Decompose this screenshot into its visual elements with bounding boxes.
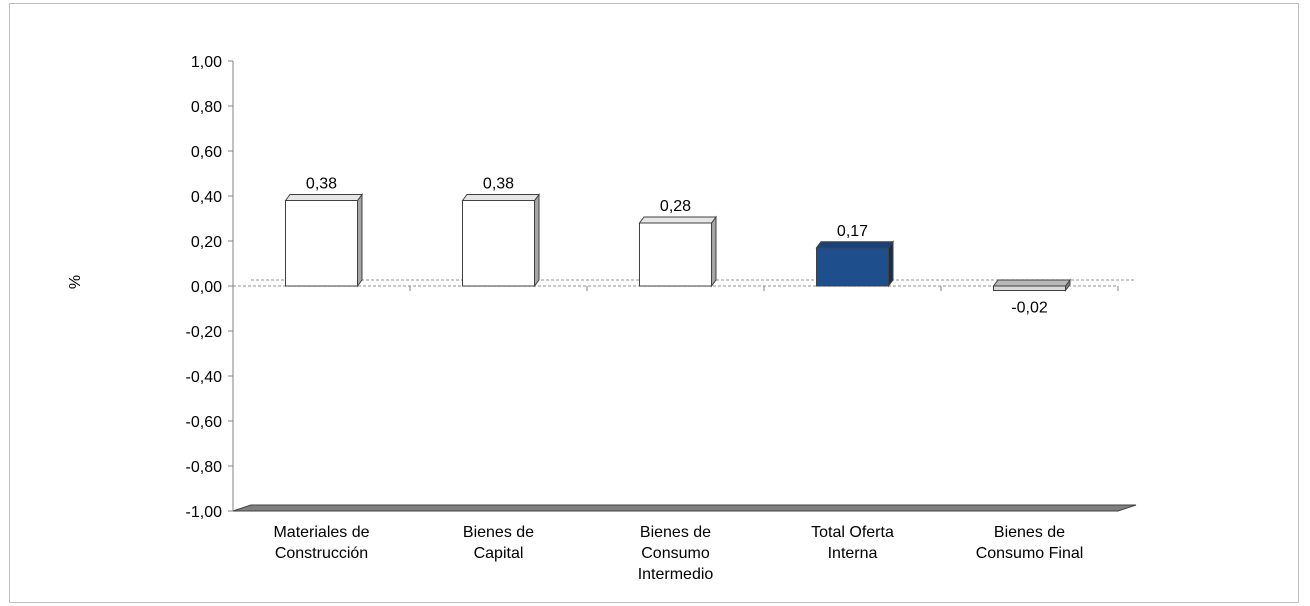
category-label: Intermedio — [638, 566, 714, 583]
bar-side — [888, 240, 894, 288]
y-axis-title: % — [67, 275, 84, 289]
chart-frame: 1,00 0,80 0,60 0,40 0,20 0,00 -0,20 -0,40 -0,60 -… — [9, 3, 1299, 603]
bar-4 — [815, 240, 894, 288]
chart-floor — [232, 504, 1137, 512]
bar-2 — [461, 193, 540, 288]
y-tick-label: 0,40 — [191, 189, 222, 206]
bar-front — [993, 285, 1066, 291]
y-tick-label: -0,60 — [186, 414, 223, 431]
category-label: Bienes de — [994, 524, 1065, 541]
bar-top — [638, 216, 717, 224]
bar-top — [815, 241, 894, 249]
y-tick-label: -0,20 — [186, 324, 223, 341]
bar-chart: 1,00 0,80 0,60 0,40 0,20 0,00 -0,20 -0,40 -0,60 -… — [67, 54, 1137, 583]
data-label: 0,38 — [306, 176, 337, 193]
category-label: Consumo — [641, 545, 710, 562]
bar-front — [285, 200, 358, 287]
category-label: Consumo Final — [976, 545, 1084, 562]
bar-top — [992, 279, 1071, 287]
y-tick-label: 0,80 — [191, 99, 222, 116]
data-label: 0,38 — [483, 176, 514, 193]
y-tick-label: -0,40 — [186, 369, 223, 386]
y-tick-label: 0,20 — [191, 234, 222, 251]
bar-side — [534, 193, 540, 288]
bar-5 — [992, 278, 1071, 292]
category-label: Interna — [828, 545, 878, 562]
data-label: 0,28 — [660, 198, 691, 215]
category-label: Construcción — [275, 545, 368, 562]
category-label: Total Oferta — [811, 524, 894, 541]
bar-side — [711, 215, 717, 288]
data-label: -0,02 — [1011, 300, 1048, 317]
bar-1 — [284, 193, 363, 288]
category-label: Bienes de — [463, 524, 534, 541]
y-tick-label: 0,00 — [191, 279, 222, 296]
bar-side — [357, 193, 363, 288]
category-label: Materiales de — [273, 524, 369, 541]
category-label: Bienes de — [640, 524, 711, 541]
y-tick-label: 0,60 — [191, 144, 222, 161]
bar-top — [284, 194, 363, 201]
y-tick-label: -0,80 — [186, 459, 223, 476]
bar-front — [816, 247, 889, 287]
y-tick-label: -1,00 — [186, 504, 223, 521]
y-tick-label: 1,00 — [191, 54, 222, 71]
bar-front — [462, 200, 535, 287]
bar-front — [639, 222, 712, 287]
category-label: Capital — [474, 545, 524, 562]
bar-3 — [638, 215, 717, 288]
bar-top — [461, 194, 540, 201]
data-label: 0,17 — [837, 223, 868, 240]
